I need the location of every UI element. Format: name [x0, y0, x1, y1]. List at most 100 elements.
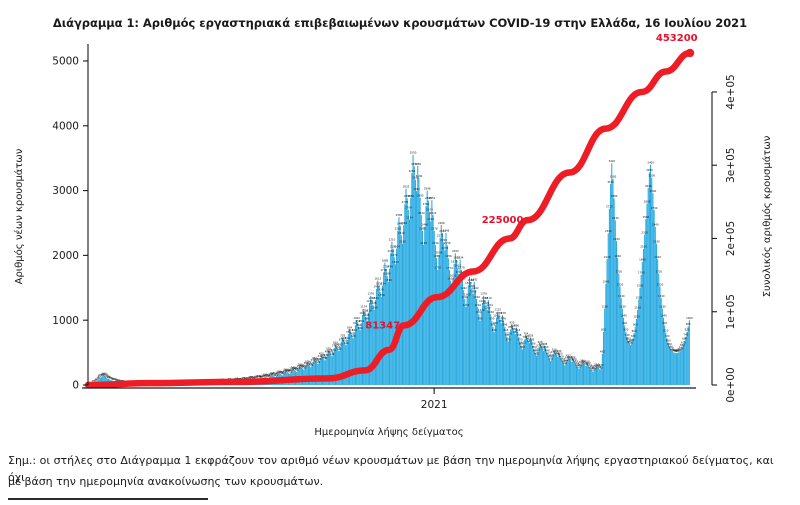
bar [453, 263, 455, 385]
bar [330, 354, 332, 385]
bar [391, 241, 393, 385]
bar-value-label: 692 [341, 336, 346, 340]
bar [592, 371, 594, 385]
bar [652, 193, 654, 385]
bar [320, 355, 322, 385]
bar-value-label: 812 [348, 328, 353, 332]
bar-value-label: 254 [596, 364, 601, 368]
bar-value-label: 1592 [471, 278, 478, 282]
bar-value-label: 2320 [641, 230, 648, 234]
bar [361, 315, 364, 385]
bar [437, 269, 439, 385]
bar-value-label: 920 [662, 321, 667, 325]
bar [496, 317, 498, 385]
bar-value-label: 726 [525, 334, 530, 338]
bar-value-label: 1180 [601, 304, 608, 308]
bar-value-label: 366 [317, 357, 322, 361]
bar-value-label: 2880 [611, 194, 618, 198]
bar [468, 276, 471, 385]
bar [530, 337, 532, 385]
bar [451, 290, 453, 385]
bar-value-label: 320 [579, 360, 584, 364]
bar [604, 308, 606, 385]
bar-value-label: 132 [272, 372, 277, 376]
bar-value-label: 2468 [438, 221, 445, 225]
bar [327, 350, 329, 385]
cumulative-annotation-label: 453200 [656, 33, 698, 44]
bar [398, 217, 400, 385]
bar-value-label: 1590 [385, 278, 392, 282]
bar-value-label: 452 [534, 352, 539, 356]
bar [647, 187, 649, 385]
bar [583, 363, 585, 385]
bar-value-label: 182 [286, 369, 291, 373]
bar-value-label: 670 [339, 337, 344, 341]
bar-value-label: 2674 [426, 208, 433, 212]
bar-value-label: 1308 [369, 296, 376, 300]
bar-value-label: 720 [351, 334, 356, 338]
bar [585, 366, 587, 385]
bar-value-label: 106 [266, 374, 271, 378]
bar [323, 358, 325, 385]
bar-value-label: 482 [600, 350, 605, 354]
bar [102, 376, 104, 385]
bar-value-label: 232 [592, 366, 597, 370]
bar-value-label: 1358 [378, 293, 385, 297]
bar-value-label: 784 [513, 330, 518, 334]
bar [684, 340, 686, 385]
bar [324, 360, 326, 385]
bar [332, 352, 334, 385]
bar [554, 353, 556, 385]
bar [456, 259, 458, 385]
bar-value-label: 954 [499, 319, 504, 323]
bar [675, 353, 677, 385]
bar [580, 364, 582, 385]
bar [512, 327, 514, 385]
bar-value-label: 80 [252, 376, 256, 380]
bar-value-label: 2848 [425, 196, 432, 200]
bar-value-label: 304 [574, 361, 579, 365]
bar-value-label: 115 [104, 373, 109, 377]
bar [515, 327, 518, 385]
bar [407, 209, 409, 385]
bar [329, 352, 331, 385]
bar [682, 344, 685, 385]
bar-value-label: 810 [663, 328, 668, 332]
bar [548, 358, 550, 385]
bar [380, 296, 382, 385]
bar [312, 362, 314, 385]
bar-value-label: 430 [324, 353, 329, 357]
cumulative-annotation-label: 225000 [482, 215, 524, 226]
bar-value-label: 1560 [603, 280, 610, 284]
bar-value-label: 1092 [487, 310, 494, 314]
bar-value-label: 356 [569, 358, 574, 362]
bar [531, 341, 533, 385]
bar-value-label: 516 [552, 347, 557, 351]
bar-value-label: 1118 [365, 308, 372, 312]
footnote-line-1: Σημ.: οι στήλες στο Διάγραμμα 1 εκφράζου… [8, 454, 774, 485]
bar [386, 275, 388, 385]
bar [416, 191, 418, 385]
bar [634, 326, 636, 385]
bar [523, 344, 525, 385]
bar-value-label: 512 [535, 348, 540, 352]
bar-value-label: 1002 [353, 316, 360, 320]
bar-value-label: 3550 [410, 151, 417, 155]
bar-value-label: 2998 [424, 187, 431, 191]
bar-value-label: 990 [489, 317, 494, 321]
bar [617, 257, 619, 385]
bar-value-label: 550 [543, 345, 548, 349]
bar [658, 273, 660, 385]
bar-value-label: 764 [524, 331, 529, 335]
bar [446, 245, 448, 385]
bar-value-label: 1712 [456, 270, 463, 274]
bar-value-label: 990 [501, 317, 506, 321]
bar [377, 280, 379, 385]
bar-value-label: 376 [568, 356, 573, 360]
bar-value-label: 1738 [380, 268, 387, 272]
bar [418, 178, 420, 385]
bar-value-label: 2008 [436, 251, 443, 255]
bar-value-label: 820 [623, 328, 628, 332]
bar-value-label: 228 [292, 366, 297, 370]
bar [527, 340, 529, 385]
